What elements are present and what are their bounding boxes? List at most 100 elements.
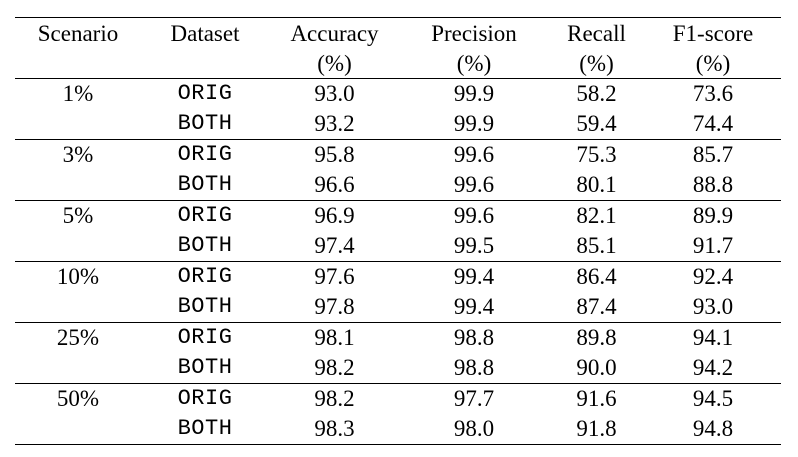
accuracy-cell: 98.3 xyxy=(269,414,400,445)
header-accuracy: Accuracy (%) xyxy=(269,17,400,79)
recall-cell: 91.8 xyxy=(548,414,645,445)
f1-cell: 94.5 xyxy=(645,383,781,414)
recall-cell: 85.1 xyxy=(576,233,617,258)
dataset-cell: BOTH xyxy=(177,294,233,319)
f1-cell: 94.1 xyxy=(645,322,781,353)
recall-cell: 59.4 xyxy=(576,111,617,136)
dataset-cell: BOTH xyxy=(177,355,233,380)
precision-cell: 99.4 xyxy=(453,294,495,319)
accuracy-cell: 97.6 xyxy=(269,261,400,292)
accuracy-cell: 93.0 xyxy=(269,78,400,109)
recall-cell: 91.6 xyxy=(548,383,645,414)
dataset-cell: ORIG xyxy=(141,322,269,353)
dataset-cell: ORIG xyxy=(141,383,269,414)
f1-cell: 93.0 xyxy=(692,294,734,319)
header-recall-unit: (%) xyxy=(579,51,614,76)
table-row: BOTH 98.3 98.0 91.8 94.8 xyxy=(15,414,781,445)
table-row: 10% ORIG 97.6 99.4 86.4 92.4 xyxy=(15,261,781,292)
dataset-cell: ORIG xyxy=(141,200,269,231)
header-recall: Recall (%) xyxy=(548,17,645,79)
precision-cell: 98.8 xyxy=(453,355,495,380)
scenario-cell: 3% xyxy=(15,139,141,170)
table-row: BOTH 96.6 99.6 80.1 88.8 xyxy=(15,170,781,201)
scenario-cell: 50% xyxy=(15,383,141,414)
header-precision-name: Precision xyxy=(431,21,517,46)
scenario-cell-empty xyxy=(15,292,141,323)
dataset-cell: ORIG xyxy=(141,261,269,292)
recall-cell: 87.4 xyxy=(576,294,617,319)
header-scenario-name: Scenario xyxy=(37,21,119,46)
scenario-cell-empty xyxy=(15,353,141,384)
accuracy-cell: 96.9 xyxy=(269,200,400,231)
accuracy-cell: 96.6 xyxy=(314,172,355,197)
table-row: 3% ORIG 95.8 99.6 75.3 85.7 xyxy=(15,139,781,170)
results-table: Scenario Dataset Accuracy (%) Precision (%… xyxy=(15,17,781,445)
precision-cell: 99.4 xyxy=(400,261,548,292)
accuracy-cell: 97.8 xyxy=(314,294,355,319)
header-dataset: Dataset xyxy=(141,17,269,79)
f1-cell: 74.4 xyxy=(692,111,734,136)
scenario-cell-empty xyxy=(15,414,141,445)
f1-cell: 91.7 xyxy=(692,233,734,258)
accuracy-cell: 93.2 xyxy=(314,111,355,136)
scenario-cell: 25% xyxy=(15,322,141,353)
header-precision-unit: (%) xyxy=(456,51,492,76)
precision-cell: 99.9 xyxy=(400,78,548,109)
precision-cell: 98.0 xyxy=(400,414,548,445)
accuracy-cell: 98.1 xyxy=(269,322,400,353)
precision-cell: 99.6 xyxy=(400,139,548,170)
header-scenario: Scenario xyxy=(15,17,141,79)
table-row: 50% ORIG 98.2 97.7 91.6 94.5 xyxy=(15,383,781,414)
scenario-cell-empty xyxy=(15,109,141,140)
dataset-cell: ORIG xyxy=(141,139,269,170)
table-row: BOTH 97.8 99.4 87.4 93.0 xyxy=(15,292,781,323)
precision-cell: 99.6 xyxy=(400,200,548,231)
scenario-cell: 5% xyxy=(15,200,141,231)
table-row: BOTH 93.2 99.9 59.4 74.4 xyxy=(15,109,781,140)
table-row: 1% ORIG 93.0 99.9 58.2 73.6 xyxy=(15,78,781,109)
recall-cell: 80.1 xyxy=(576,172,617,197)
scenario-cell-empty xyxy=(15,231,141,262)
recall-cell: 90.0 xyxy=(576,355,617,380)
scenario-cell: 10% xyxy=(15,261,141,292)
recall-cell: 86.4 xyxy=(548,261,645,292)
header-f1-unit: (%) xyxy=(695,51,731,76)
dataset-cell: ORIG xyxy=(141,78,269,109)
dataset-cell: BOTH xyxy=(177,172,233,197)
f1-cell: 94.2 xyxy=(692,355,734,380)
header-f1: F1-score (%) xyxy=(645,17,781,79)
f1-cell: 94.8 xyxy=(645,414,781,445)
f1-cell: 92.4 xyxy=(645,261,781,292)
dataset-cell: BOTH xyxy=(177,111,233,136)
accuracy-cell: 98.2 xyxy=(269,383,400,414)
table-header: Scenario Dataset Accuracy (%) Precision (%… xyxy=(15,17,781,79)
f1-cell: 85.7 xyxy=(645,139,781,170)
f1-cell: 89.9 xyxy=(645,200,781,231)
accuracy-cell: 97.4 xyxy=(314,233,355,258)
dataset-cell: BOTH xyxy=(141,414,269,445)
precision-cell: 99.6 xyxy=(453,172,495,197)
recall-cell: 58.2 xyxy=(548,78,645,109)
dataset-cell: BOTH xyxy=(177,233,233,258)
f1-cell: 88.8 xyxy=(692,172,734,197)
header-recall-name: Recall xyxy=(567,21,626,46)
table-row: 5% ORIG 96.9 99.6 82.1 89.9 xyxy=(15,200,781,231)
header-accuracy-name: Accuracy xyxy=(290,21,379,46)
recall-cell: 75.3 xyxy=(548,139,645,170)
f1-cell: 73.6 xyxy=(645,78,781,109)
accuracy-cell: 98.2 xyxy=(314,355,355,380)
precision-cell: 99.9 xyxy=(453,111,495,136)
header-precision: Precision (%) xyxy=(400,17,548,79)
precision-cell: 97.7 xyxy=(400,383,548,414)
table-row: 25% ORIG 98.1 98.8 89.8 94.1 xyxy=(15,322,781,353)
recall-cell: 89.8 xyxy=(548,322,645,353)
precision-cell: 98.8 xyxy=(400,322,548,353)
scenario-cell: 1% xyxy=(15,78,141,109)
table-row: BOTH 97.4 99.5 85.1 91.7 xyxy=(15,231,781,262)
header-dataset-name: Dataset xyxy=(170,21,240,46)
recall-cell: 82.1 xyxy=(548,200,645,231)
table-body: 1% ORIG 93.0 99.9 58.2 73.6 BOTH 93.2 99… xyxy=(15,78,781,445)
header-row: Scenario Dataset Accuracy (%) Precision (%… xyxy=(15,17,781,79)
scenario-cell-empty xyxy=(15,170,141,201)
precision-cell: 99.5 xyxy=(453,233,495,258)
